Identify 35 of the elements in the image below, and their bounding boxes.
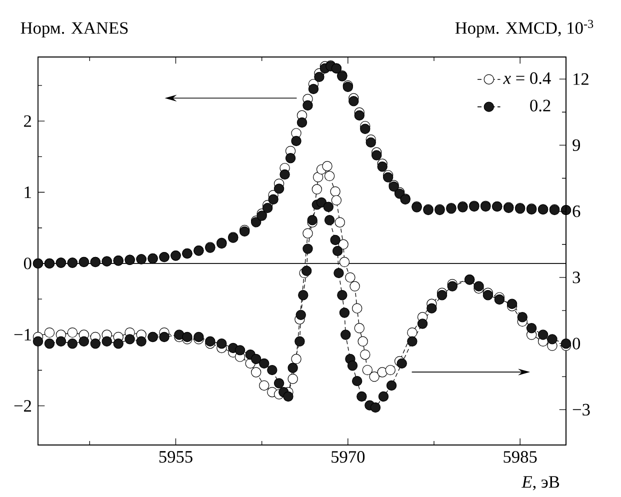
x-tick-label: 5970	[332, 451, 365, 463]
point	[302, 100, 313, 111]
y2-tick-label: 3	[572, 272, 580, 284]
point	[377, 162, 388, 172]
y2-tick-label: −3	[572, 404, 590, 416]
point	[372, 150, 382, 160]
point	[296, 117, 308, 128]
y2-axis-title: Норм. XMCD, 10$^{-3}$	[455, 20, 594, 38]
x-tick-label: 5985	[504, 451, 537, 463]
x-axis-title: E, эВ	[521, 476, 560, 490]
x-tick-label: 5955	[159, 451, 192, 463]
y2-tick-label: 6	[572, 205, 580, 218]
point	[274, 184, 284, 194]
y-tick-label: −1	[14, 328, 31, 340]
legend-label: 0.2	[530, 100, 550, 112]
point	[354, 110, 364, 120]
legend-label: x = 0.4	[503, 72, 551, 84]
point	[366, 137, 376, 148]
point	[262, 202, 273, 214]
point	[348, 96, 359, 106]
y-tick-label: 0	[24, 258, 32, 270]
y2-tick-label: 12	[574, 73, 588, 85]
y2-tick-label: 9	[572, 139, 580, 151]
point	[308, 84, 319, 94]
y-tick-label: 1	[24, 186, 31, 198]
y2-tick-label: 0	[572, 338, 580, 350]
point	[314, 72, 324, 82]
y-axis-title: Норм. XANES	[20, 22, 128, 38]
point	[285, 152, 296, 164]
point	[291, 136, 302, 146]
point	[360, 124, 370, 134]
point	[268, 194, 278, 204]
point	[280, 169, 290, 180]
y-tick-label: −2	[14, 400, 32, 412]
y-tick-label: 2	[24, 115, 32, 127]
